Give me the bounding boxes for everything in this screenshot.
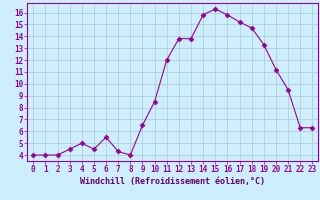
X-axis label: Windchill (Refroidissement éolien,°C): Windchill (Refroidissement éolien,°C) <box>80 177 265 186</box>
